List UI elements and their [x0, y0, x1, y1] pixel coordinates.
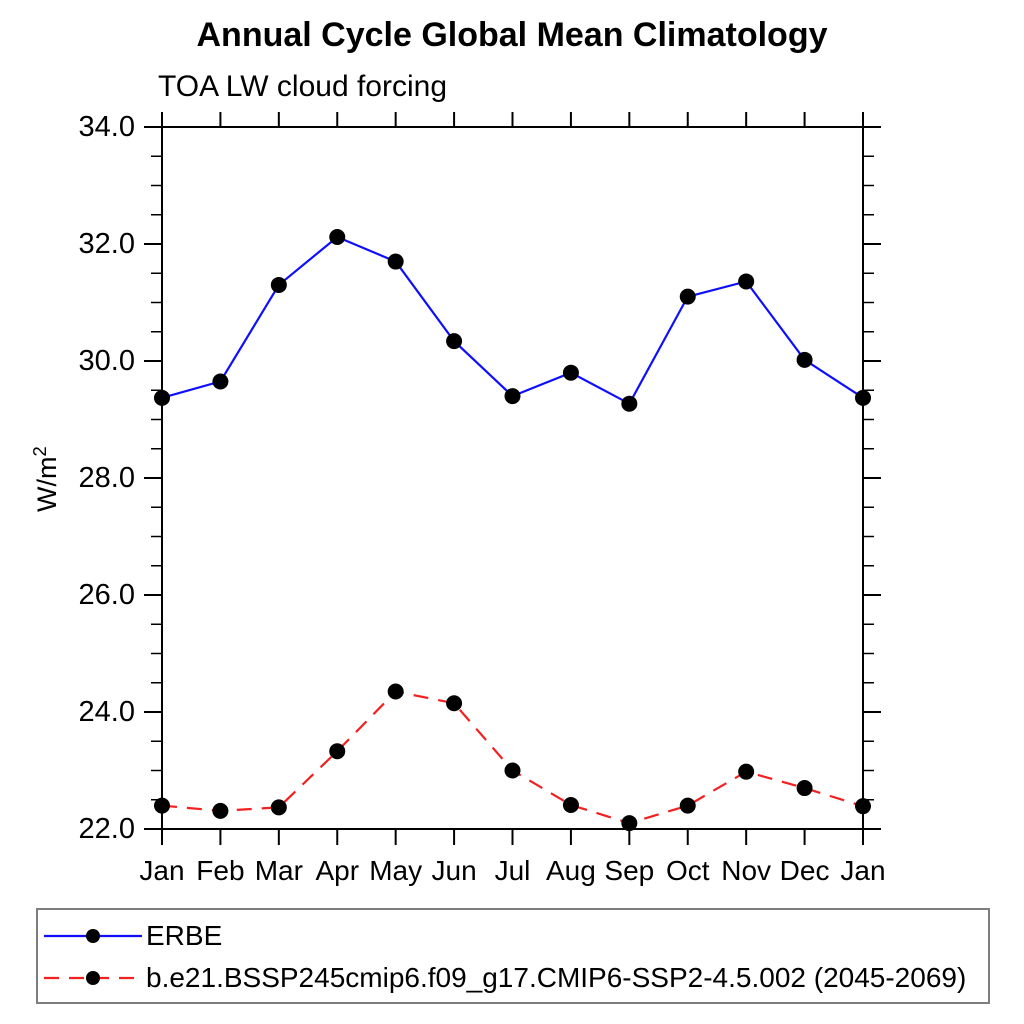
- x-tick-label: Jan: [139, 855, 185, 886]
- data-point-marker: [387, 253, 404, 270]
- data-point-marker: [387, 683, 404, 700]
- data-point-marker: [738, 763, 755, 780]
- data-point-marker: [270, 799, 287, 816]
- chart-subtitle: TOA LW cloud forcing: [158, 70, 448, 103]
- y-tick-label: 34.0: [78, 111, 135, 143]
- data-point-marker: [562, 797, 579, 814]
- y-tick-label: 26.0: [78, 579, 135, 611]
- data-point-marker: [679, 797, 696, 814]
- legend-label-model: b.e21.BSSP245cmip6.f09_g17.CMIP6-SSP2-4.…: [146, 962, 967, 993]
- x-tick-label: Feb: [196, 855, 245, 886]
- data-point-marker: [504, 388, 521, 405]
- data-point-marker: [738, 273, 755, 290]
- x-tick-label: Apr: [315, 855, 360, 886]
- data-point-marker: [270, 276, 287, 293]
- legend-label-erbe: ERBE: [146, 920, 223, 951]
- data-point-marker: [154, 389, 170, 406]
- y-tick-label: 22.0: [78, 813, 135, 845]
- x-tick-label: Sep: [604, 855, 655, 886]
- data-point-marker: [212, 802, 229, 819]
- data-point-marker: [562, 364, 579, 381]
- x-tick-label: Mar: [254, 855, 303, 886]
- data-point-marker: [504, 762, 521, 779]
- x-tick-label: Jun: [431, 855, 477, 886]
- data-point-marker: [621, 815, 638, 832]
- data-point-marker: [796, 351, 813, 368]
- y-tick-label: 30.0: [78, 345, 135, 377]
- series-erbe-line: [161, 235, 864, 406]
- y-tick-label: 24.0: [78, 696, 135, 728]
- data-point-marker: [855, 798, 871, 815]
- x-tick-label: Nov: [721, 855, 772, 886]
- legend-row-erbe: ERBE: [42, 920, 223, 951]
- data-point-marker: [329, 228, 346, 245]
- x-tick-label: Jul: [494, 855, 531, 886]
- x-tick-label: May: [369, 855, 423, 886]
- legend-sample-model: [44, 971, 142, 985]
- chart-title: Annual Cycle Global Mean Climatology: [196, 16, 828, 54]
- legend-row-model: b.e21.BSSP245cmip6.f09_g17.CMIP6-SSP2-4.…: [42, 962, 967, 993]
- data-point-marker: [679, 288, 696, 305]
- data-point-marker: [446, 695, 463, 712]
- legend-sample-erbe: [44, 929, 142, 943]
- x-tick-label: Oct: [665, 855, 710, 886]
- data-point-marker: [154, 797, 170, 814]
- x-tick-label: Jan: [840, 855, 886, 886]
- x-tick-label: Aug: [545, 855, 596, 886]
- series-model-line: [161, 690, 864, 825]
- y-tick-label: 32.0: [78, 228, 135, 260]
- data-point-marker: [446, 333, 463, 350]
- data-point-marker: [621, 395, 638, 412]
- data-point-marker: [796, 780, 813, 797]
- data-point-marker: [855, 389, 871, 406]
- y-tick-label: 28.0: [78, 462, 135, 494]
- data-point-marker: [329, 743, 346, 760]
- x-tick-label: Dec: [779, 855, 830, 886]
- legend-box: ERBE b.e21.BSSP245cmip6.f09_g17.CMIP6-SS…: [36, 908, 990, 1004]
- data-point-marker: [212, 373, 229, 390]
